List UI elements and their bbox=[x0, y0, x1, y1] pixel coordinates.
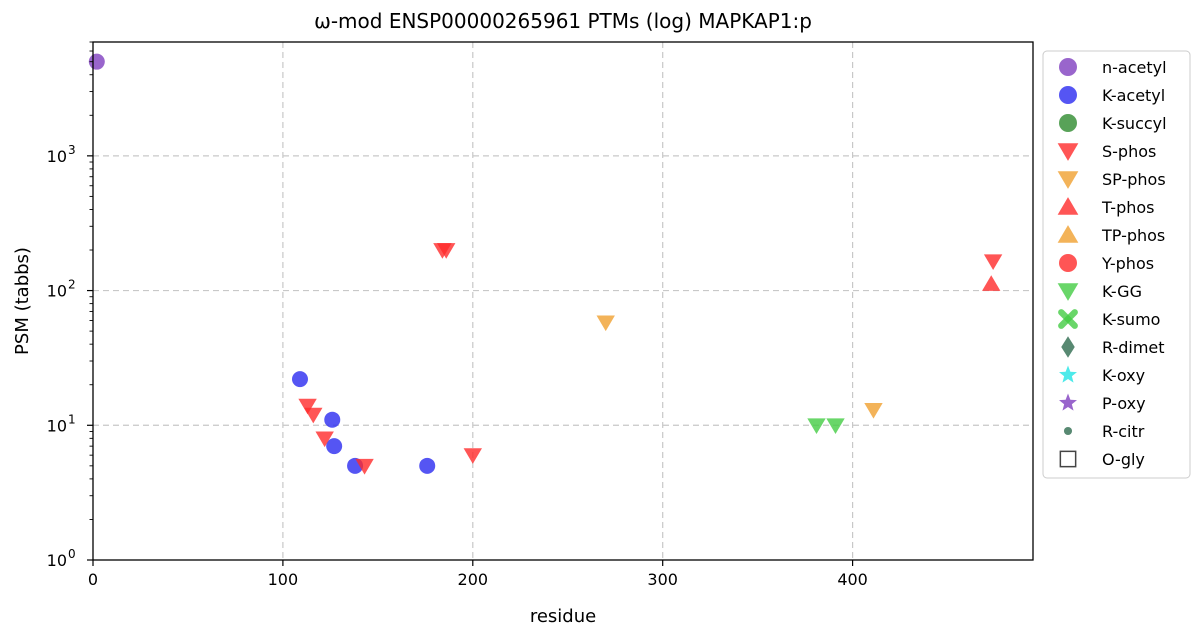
legend-item: Y-phos bbox=[1059, 254, 1154, 273]
legend-marker-K-acetyl bbox=[1059, 86, 1077, 104]
y-tick-label: 10 bbox=[47, 147, 67, 166]
legend-label: K-acetyl bbox=[1102, 86, 1165, 105]
legend-label: R-citr bbox=[1102, 422, 1145, 441]
legend-marker-n-acetyl bbox=[1059, 58, 1077, 76]
legend-item: n-acetyl bbox=[1059, 58, 1167, 77]
point-T-phos bbox=[982, 275, 1001, 291]
y-tick-exponent: 1 bbox=[68, 412, 76, 426]
legend-marker-SP-phos bbox=[1057, 171, 1079, 189]
point-S-phos bbox=[304, 407, 323, 424]
legend-label: n-acetyl bbox=[1102, 58, 1167, 77]
y-axis-label: PSM (tabbs) bbox=[12, 247, 33, 355]
legend-label: SP-phos bbox=[1102, 170, 1166, 189]
legend-marker-K-succyl bbox=[1059, 114, 1077, 132]
point-S-phos bbox=[437, 243, 456, 259]
y-tick-label: 10 bbox=[47, 282, 67, 301]
data-points bbox=[88, 53, 1003, 475]
legend-item: K-acetyl bbox=[1059, 86, 1165, 105]
legend-label: S-phos bbox=[1102, 142, 1156, 161]
point-S-phos bbox=[463, 448, 482, 464]
legend-item: SP-phos bbox=[1057, 170, 1166, 189]
legend-marker-O-gly bbox=[1059, 450, 1077, 468]
plot-area-frame bbox=[92, 41, 1034, 561]
point-K-acetyl bbox=[291, 371, 308, 388]
legend-frame bbox=[1042, 50, 1191, 479]
legend-marker-K-oxy bbox=[1059, 365, 1077, 383]
y-tick-label: 10 bbox=[47, 551, 67, 570]
point-K-GG bbox=[826, 418, 845, 435]
y-tick-exponent: 0 bbox=[68, 547, 76, 561]
x-axis-label: residue bbox=[530, 606, 596, 627]
legend-item: T-phos bbox=[1057, 197, 1155, 217]
legend-label: K-oxy bbox=[1102, 366, 1145, 385]
legend-marker-K-sumo bbox=[1058, 309, 1078, 329]
legend-marker-P-oxy bbox=[1059, 393, 1077, 411]
x-tick-label: 200 bbox=[458, 570, 489, 589]
legend: n-acetyl K-acetyl K-succyl S-phos SP-phos T-p… bbox=[1042, 50, 1191, 479]
x-tick-label: 0 bbox=[88, 570, 98, 589]
legend-marker-Y-phos bbox=[1059, 254, 1077, 272]
legend-item: K-succyl bbox=[1059, 114, 1167, 133]
x-tick-label: 400 bbox=[837, 570, 868, 589]
legend-label: P-oxy bbox=[1102, 394, 1146, 413]
point-SP-phos bbox=[596, 315, 615, 332]
grid bbox=[93, 42, 1033, 560]
legend-item: P-oxy bbox=[1059, 393, 1146, 413]
point-S-phos bbox=[355, 458, 374, 475]
point-K-GG bbox=[807, 418, 826, 435]
legend-marker-S-phos bbox=[1057, 143, 1079, 161]
legend-item: K-oxy bbox=[1059, 365, 1145, 385]
legend-marker-T-phos bbox=[1057, 197, 1079, 215]
y-tick-exponent: 2 bbox=[68, 278, 76, 292]
legend-item: TP-phos bbox=[1057, 225, 1165, 245]
x-tick-label: 300 bbox=[647, 570, 678, 589]
point-S-phos bbox=[983, 254, 1003, 271]
legend-label: Y-phos bbox=[1101, 254, 1154, 273]
point-K-acetyl bbox=[324, 411, 341, 428]
point-SP-phos bbox=[864, 403, 883, 419]
y-tick-exponent: 3 bbox=[68, 143, 76, 157]
legend-label: K-GG bbox=[1102, 282, 1142, 301]
legend-item: R-citr bbox=[1063, 422, 1145, 441]
point-S-phos bbox=[315, 431, 334, 448]
point-K-acetyl bbox=[326, 438, 343, 455]
legend-marker-TP-phos bbox=[1057, 225, 1079, 243]
legend-label: K-sumo bbox=[1102, 310, 1160, 329]
point-S-phos bbox=[298, 398, 317, 415]
legend-item: K-GG bbox=[1057, 282, 1142, 301]
legend-marker-R-dimet bbox=[1061, 336, 1075, 358]
legend-label: R-dimet bbox=[1102, 338, 1165, 357]
legend-label: K-succyl bbox=[1102, 114, 1167, 133]
chart-title: ω-mod ENSP00000265961 PTMs (log) MAPKAP1… bbox=[314, 9, 812, 33]
legend-label: T-phos bbox=[1101, 198, 1155, 217]
x-tick-label: 100 bbox=[268, 570, 299, 589]
legend-item: O-gly bbox=[1059, 450, 1145, 469]
legend-label: O-gly bbox=[1102, 450, 1145, 469]
legend-marker-R-citr bbox=[1063, 426, 1073, 436]
point-K-acetyl bbox=[419, 457, 436, 474]
legend-item: S-phos bbox=[1057, 142, 1156, 161]
legend-item: K-sumo bbox=[1058, 309, 1160, 329]
y-tick-label: 10 bbox=[47, 416, 67, 435]
legend-marker-K-GG bbox=[1057, 283, 1079, 301]
legend-label: TP-phos bbox=[1101, 226, 1165, 245]
legend-item: R-dimet bbox=[1061, 336, 1165, 358]
